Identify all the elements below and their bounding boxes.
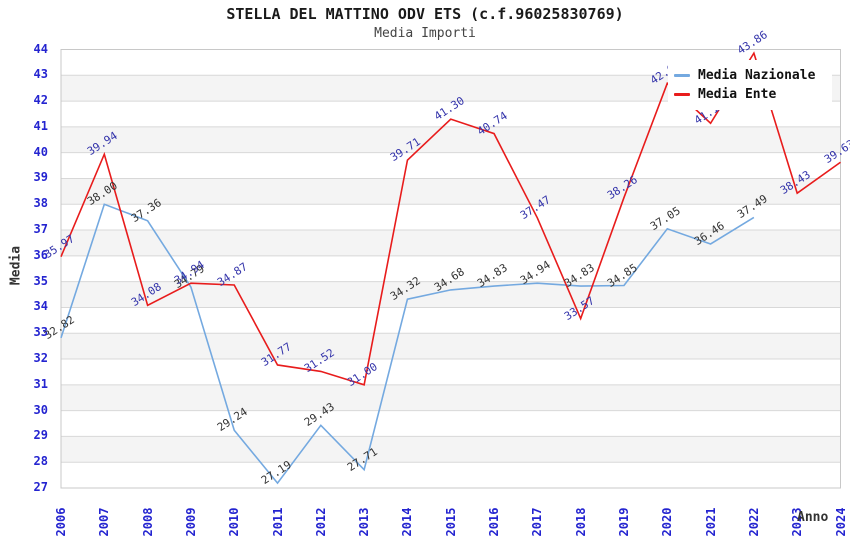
x-tick-label: 2024	[833, 507, 848, 537]
legend-label-ente: Media Ente	[698, 87, 777, 102]
plot-band	[61, 436, 841, 463]
y-tick-label: 41	[33, 118, 48, 133]
y-tick-label: 30	[33, 402, 48, 417]
y-tick-label: 29	[33, 428, 48, 443]
chart-title: STELLA DEL MATTINO ODV ETS (c.f.96025830…	[226, 5, 624, 23]
x-tick-label: 2006	[54, 507, 68, 537]
x-tick-label: 2016	[487, 507, 502, 537]
y-tick-label: 38	[33, 196, 48, 211]
plot-band	[61, 126, 841, 153]
y-tick-label: 40	[33, 144, 48, 159]
x-tick-label: 2021	[703, 507, 718, 537]
ente-line-swatch	[674, 93, 690, 96]
plot-band	[61, 333, 841, 360]
x-tick-label: 2014	[400, 507, 415, 537]
y-tick-label: 44	[33, 41, 48, 56]
x-tick-label: 2011	[270, 507, 285, 537]
x-tick-label: 2009	[183, 507, 198, 537]
legend-item-ente: Media Ente	[674, 85, 824, 104]
chart-subtitle: Media Importi	[374, 26, 476, 41]
x-tick-label: 2015	[443, 507, 458, 537]
y-tick-label: 39	[33, 170, 48, 185]
y-tick-label: 35	[33, 273, 48, 288]
legend-item-nazionale: Media Nazionale	[674, 66, 824, 85]
x-tick-label: 2013	[357, 507, 372, 537]
y-tick-label: 27	[33, 480, 48, 494]
plot-band	[61, 178, 841, 205]
x-axis-title: Anno	[797, 510, 829, 525]
media-nazionale-line	[60, 203, 755, 485]
legend-label-nazionale: Media Nazionale	[698, 68, 816, 83]
y-tick-label: 37	[33, 222, 48, 237]
plot-band	[61, 230, 841, 256]
x-tick-label: 2012	[313, 507, 328, 537]
x-tick-label: 2007	[97, 507, 112, 537]
y-tick-label: 34	[33, 299, 48, 314]
x-tick-label: 2019	[616, 507, 631, 537]
y-tick-label: 33	[33, 325, 48, 340]
y-tick-label: 43	[33, 67, 48, 82]
x-tick-label: 2020	[660, 507, 675, 537]
plot-border	[60, 49, 841, 489]
x-tick-label: 2008	[140, 507, 155, 537]
nazionale-line-swatch	[674, 74, 690, 77]
y-tick-label: 32	[33, 351, 48, 366]
legend: Media Nazionale Media Ente	[668, 60, 832, 110]
media-ente-line	[60, 51, 841, 386]
y-tick-label: 42	[33, 93, 48, 108]
y-tick-label: 36	[33, 247, 48, 262]
x-tick-label: 2022	[746, 507, 761, 537]
x-tick-label: 2010	[227, 507, 242, 537]
plot-band	[61, 384, 841, 411]
y-tick-label: 31	[33, 376, 48, 391]
x-tick-label: 2017	[530, 507, 545, 537]
y-tick-label: 28	[33, 454, 48, 469]
x-tick-label: 2018	[573, 507, 588, 537]
